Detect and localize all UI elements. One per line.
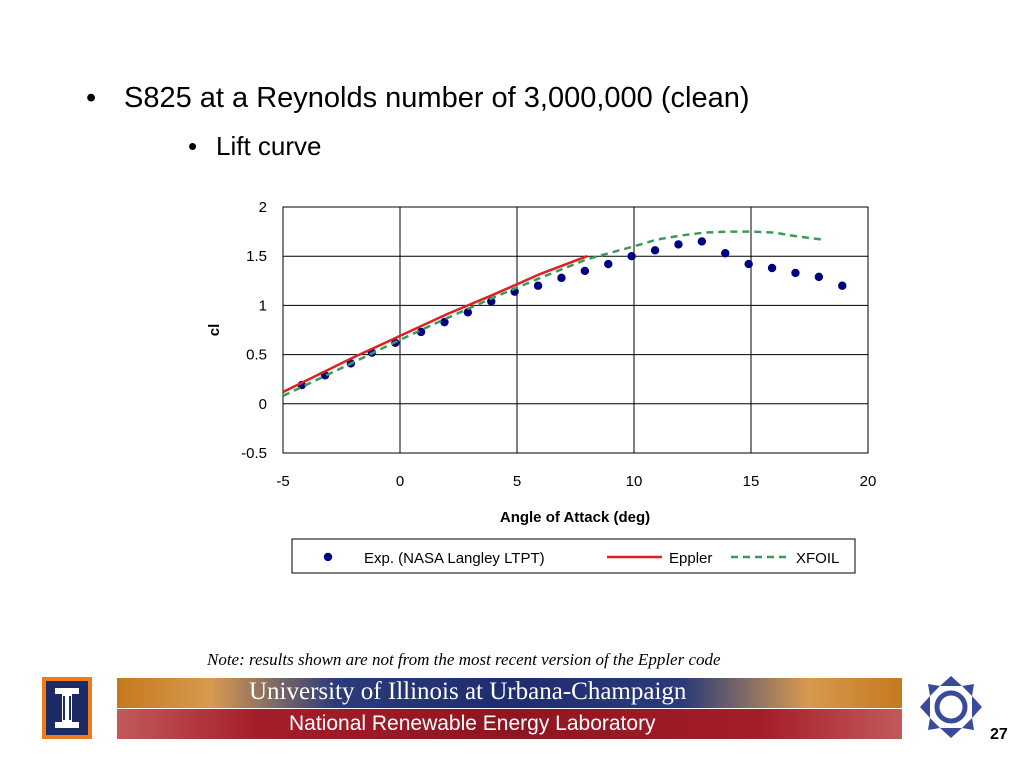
exp-data-point [604,259,613,269]
university-name: University of Illinois at Urbana-Champai… [249,678,687,705]
y-tick-label: -0.5 [241,445,267,462]
exp-data-point [463,308,473,317]
exp-data-point [557,273,566,283]
chart-grid [282,206,869,454]
legend-exp-marker [323,552,333,562]
lift-curve-chart: -5 0 5 10 15 20 -0.5 0 0.5 1 1.5 2 Angle of Attack … [206,199,876,574]
chart-ticks: -5 0 5 10 15 20 -0.5 0 0.5 1 1.5 2 [241,199,876,490]
x-tick-label: 20 [860,473,877,490]
page-number: 27 [990,726,1008,743]
exp-data-point [697,237,707,246]
y-tick-label: 2 [259,199,267,216]
exp-data-point [674,240,683,249]
exp-data-point [767,263,777,273]
chart-legend: Exp. (NASA Langley LTPT) Eppler XFOIL [291,538,856,574]
legend-label: Exp. (NASA Langley LTPT) [364,550,545,567]
footnote: Note: results shown are not from the mos… [207,650,721,669]
main-bullet-text: S825 at a Reynolds number of 3,000,000 (… [124,82,750,114]
exp-data-point [487,297,496,306]
exp-data-point [814,272,824,282]
university-banner: University of Illinois at Urbana-Champai… [117,678,902,708]
lab-banner: National Renewable Energy Laboratory [117,709,902,739]
sub-bullet-text: Lift curve [216,131,322,161]
exp-data-point [440,317,449,327]
exp-data-point [533,281,543,290]
x-tick-label: -5 [276,473,289,490]
exp-data-point [416,327,426,337]
x-tick-label: 0 [396,473,404,490]
y-axis-label: cl [206,324,223,337]
y-tick-label: 0.5 [246,347,267,364]
exp-data-point [650,246,660,255]
exp-data-point [627,252,636,261]
bullet-marker: • [86,82,97,114]
plot-area [282,206,869,454]
eppler-line [282,255,588,394]
x-tick-label: 15 [743,473,760,490]
uiuc-logo-icon [42,677,92,739]
y-tick-label: 1 [259,297,267,314]
x-axis-label: Angle of Attack (deg) [500,509,650,526]
chart-series [282,230,847,398]
exp-data-point [838,281,847,290]
x-tick-label: 5 [513,473,521,490]
exp-data-point [791,268,800,278]
nrel-logo-icon [920,676,982,738]
exp-data-point [744,259,753,269]
bullet-marker: • [188,131,198,161]
lab-name: National Renewable Energy Laboratory [289,712,656,735]
y-tick-label: 0 [259,396,267,413]
y-tick-label: 1.5 [246,248,267,265]
exp-data-point [721,249,730,258]
legend-label: Eppler [669,550,712,567]
legend-label: XFOIL [796,550,839,567]
x-tick-label: 10 [626,473,643,490]
exp-data-point [580,266,590,276]
